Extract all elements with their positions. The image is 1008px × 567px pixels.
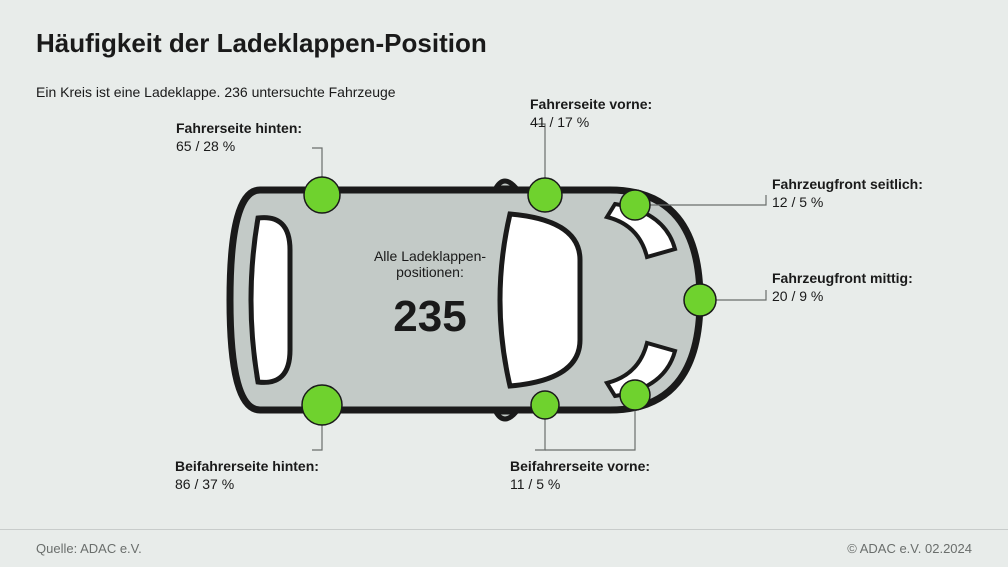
footer-source: Quelle: ADAC e.V. [36,541,142,556]
callout-fahrzeugfront_seitlich: Fahrzeugfront seitlich:12 / 5 % [772,176,923,210]
car-diagram: Alle Ladeklappen-positionen: 235 Fahrers… [0,100,1008,500]
callout-beifahrerseite_vorne: Beifahrerseite vorne:11 / 5 % [510,458,650,492]
callout-fahrerseite_vorne: Fahrerseite vorne:41 / 17 % [530,96,652,130]
callout-fahrerseite_hinten: Fahrerseite hinten:65 / 28 % [176,120,302,154]
callout-fahrzeugfront_mittig: Fahrzeugfront mittig:20 / 9 % [772,270,913,304]
center-value: 235 [340,292,520,342]
subtitle: Ein Kreis ist eine Ladeklappe. 236 unter… [36,84,396,100]
footer-copyright: © ADAC e.V. 02.2024 [847,541,972,556]
center-label: Alle Ladeklappen-positionen: [340,248,520,280]
footer: Quelle: ADAC e.V. © ADAC e.V. 02.2024 [0,529,1008,567]
callout-beifahrerseite_hinten: Beifahrerseite hinten:86 / 37 % [175,458,319,492]
page-title: Häufigkeit der Ladeklappen-Position [36,28,487,59]
